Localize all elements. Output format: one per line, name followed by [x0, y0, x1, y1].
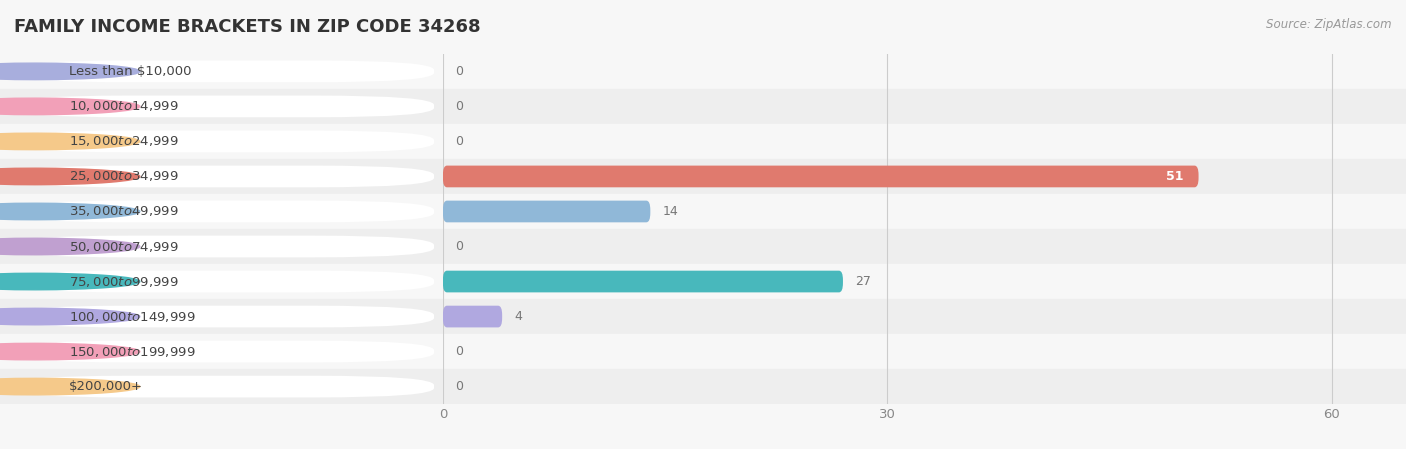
- Text: $10,000 to $14,999: $10,000 to $14,999: [69, 99, 179, 114]
- Text: 0: 0: [454, 345, 463, 358]
- Bar: [443, 229, 1406, 264]
- Bar: [0, 54, 443, 89]
- Bar: [0, 159, 443, 194]
- FancyBboxPatch shape: [443, 166, 1198, 187]
- Text: $150,000 to $199,999: $150,000 to $199,999: [69, 344, 195, 359]
- Circle shape: [0, 63, 139, 79]
- FancyBboxPatch shape: [8, 236, 434, 257]
- Text: FAMILY INCOME BRACKETS IN ZIP CODE 34268: FAMILY INCOME BRACKETS IN ZIP CODE 34268: [14, 18, 481, 36]
- Bar: [443, 264, 1406, 299]
- FancyBboxPatch shape: [8, 306, 434, 327]
- FancyBboxPatch shape: [443, 201, 651, 222]
- FancyBboxPatch shape: [8, 201, 434, 222]
- Circle shape: [0, 343, 139, 360]
- Text: $200,000+: $200,000+: [69, 380, 142, 393]
- FancyBboxPatch shape: [443, 271, 844, 292]
- Bar: [443, 54, 1406, 89]
- Text: 0: 0: [454, 240, 463, 253]
- Bar: [0, 369, 443, 404]
- FancyBboxPatch shape: [443, 306, 502, 327]
- Circle shape: [0, 308, 139, 325]
- Bar: [0, 124, 443, 159]
- Bar: [0, 89, 443, 124]
- Circle shape: [0, 273, 139, 290]
- Bar: [0, 299, 443, 334]
- Text: 0: 0: [454, 100, 463, 113]
- FancyBboxPatch shape: [8, 341, 434, 362]
- Bar: [443, 89, 1406, 124]
- Bar: [443, 194, 1406, 229]
- Text: 0: 0: [454, 135, 463, 148]
- Circle shape: [0, 98, 139, 114]
- FancyBboxPatch shape: [8, 61, 434, 82]
- Text: $75,000 to $99,999: $75,000 to $99,999: [69, 274, 179, 289]
- FancyBboxPatch shape: [8, 376, 434, 397]
- Bar: [0, 264, 443, 299]
- Text: $35,000 to $49,999: $35,000 to $49,999: [69, 204, 179, 219]
- FancyBboxPatch shape: [8, 271, 434, 292]
- Bar: [0, 194, 443, 229]
- FancyBboxPatch shape: [8, 131, 434, 152]
- Text: 0: 0: [454, 65, 463, 78]
- Text: Less than $10,000: Less than $10,000: [69, 65, 191, 78]
- FancyBboxPatch shape: [8, 166, 434, 187]
- Text: $100,000 to $149,999: $100,000 to $149,999: [69, 309, 195, 324]
- Text: $50,000 to $74,999: $50,000 to $74,999: [69, 239, 179, 254]
- Circle shape: [0, 203, 139, 220]
- Text: Source: ZipAtlas.com: Source: ZipAtlas.com: [1267, 18, 1392, 31]
- Circle shape: [0, 133, 139, 150]
- Text: 0: 0: [454, 380, 463, 393]
- Bar: [443, 124, 1406, 159]
- Circle shape: [0, 168, 139, 185]
- Text: 14: 14: [662, 205, 678, 218]
- Bar: [443, 299, 1406, 334]
- Circle shape: [0, 238, 139, 255]
- Bar: [0, 229, 443, 264]
- Text: $25,000 to $34,999: $25,000 to $34,999: [69, 169, 179, 184]
- Text: $15,000 to $24,999: $15,000 to $24,999: [69, 134, 179, 149]
- Text: 4: 4: [515, 310, 522, 323]
- Bar: [443, 334, 1406, 369]
- Circle shape: [0, 379, 139, 395]
- Text: 27: 27: [855, 275, 870, 288]
- Bar: [443, 369, 1406, 404]
- Bar: [0, 334, 443, 369]
- Text: 51: 51: [1166, 170, 1184, 183]
- Bar: [443, 159, 1406, 194]
- FancyBboxPatch shape: [8, 96, 434, 117]
